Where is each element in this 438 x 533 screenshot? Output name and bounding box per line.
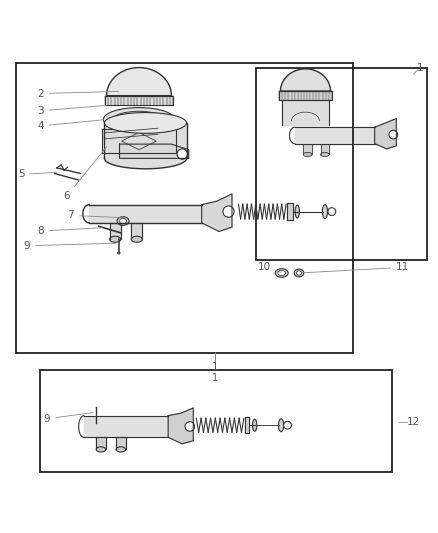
Text: 4: 4	[37, 120, 104, 131]
Polygon shape	[120, 144, 189, 158]
Text: 3: 3	[37, 106, 106, 116]
Polygon shape	[102, 129, 176, 153]
Ellipse shape	[104, 112, 187, 133]
Polygon shape	[321, 144, 329, 155]
Ellipse shape	[294, 269, 304, 277]
Ellipse shape	[279, 419, 284, 432]
Polygon shape	[279, 91, 332, 100]
Circle shape	[389, 130, 398, 139]
Polygon shape	[131, 223, 142, 239]
Text: 2: 2	[37, 88, 119, 99]
Bar	[256, 68, 427, 260]
Ellipse shape	[322, 205, 328, 219]
Ellipse shape	[278, 270, 286, 276]
Text: 1: 1	[417, 63, 424, 74]
Ellipse shape	[253, 419, 257, 431]
Ellipse shape	[275, 269, 288, 277]
Polygon shape	[96, 437, 106, 449]
Polygon shape	[116, 437, 126, 449]
Polygon shape	[110, 223, 121, 239]
Ellipse shape	[117, 217, 129, 225]
Ellipse shape	[120, 219, 127, 224]
Circle shape	[328, 208, 336, 215]
Polygon shape	[202, 194, 232, 231]
Text: 10: 10	[258, 262, 281, 272]
Polygon shape	[304, 144, 312, 155]
Ellipse shape	[321, 152, 329, 157]
Ellipse shape	[117, 252, 120, 254]
Polygon shape	[104, 123, 187, 158]
Text: 11: 11	[302, 262, 409, 273]
Text: 9: 9	[23, 241, 116, 251]
Ellipse shape	[124, 115, 154, 124]
Polygon shape	[104, 158, 187, 169]
Ellipse shape	[110, 236, 121, 243]
Polygon shape	[280, 69, 331, 91]
Ellipse shape	[304, 152, 312, 157]
Text: 9: 9	[44, 413, 93, 424]
Ellipse shape	[295, 205, 300, 218]
Polygon shape	[282, 100, 328, 125]
Circle shape	[177, 149, 187, 159]
Text: 1: 1	[212, 373, 218, 383]
Polygon shape	[287, 203, 293, 220]
Ellipse shape	[113, 111, 165, 128]
Ellipse shape	[297, 271, 302, 275]
Circle shape	[223, 206, 234, 217]
Ellipse shape	[103, 108, 175, 131]
Text: 7: 7	[67, 211, 120, 221]
Polygon shape	[84, 416, 168, 437]
Text: 5: 5	[18, 169, 56, 180]
Circle shape	[185, 422, 194, 431]
Polygon shape	[295, 127, 374, 144]
Ellipse shape	[116, 447, 126, 452]
Text: 1: 1	[212, 362, 218, 372]
Polygon shape	[245, 417, 250, 433]
Polygon shape	[89, 205, 202, 223]
Ellipse shape	[96, 447, 106, 452]
Bar	[16, 63, 353, 353]
Polygon shape	[106, 68, 171, 96]
Polygon shape	[168, 408, 193, 444]
Text: 8: 8	[37, 226, 102, 236]
Bar	[39, 370, 392, 472]
Polygon shape	[105, 96, 173, 105]
Text: 6: 6	[63, 147, 107, 201]
Polygon shape	[374, 119, 396, 149]
Circle shape	[284, 421, 291, 429]
Text: 12: 12	[407, 417, 420, 427]
Ellipse shape	[131, 236, 142, 243]
